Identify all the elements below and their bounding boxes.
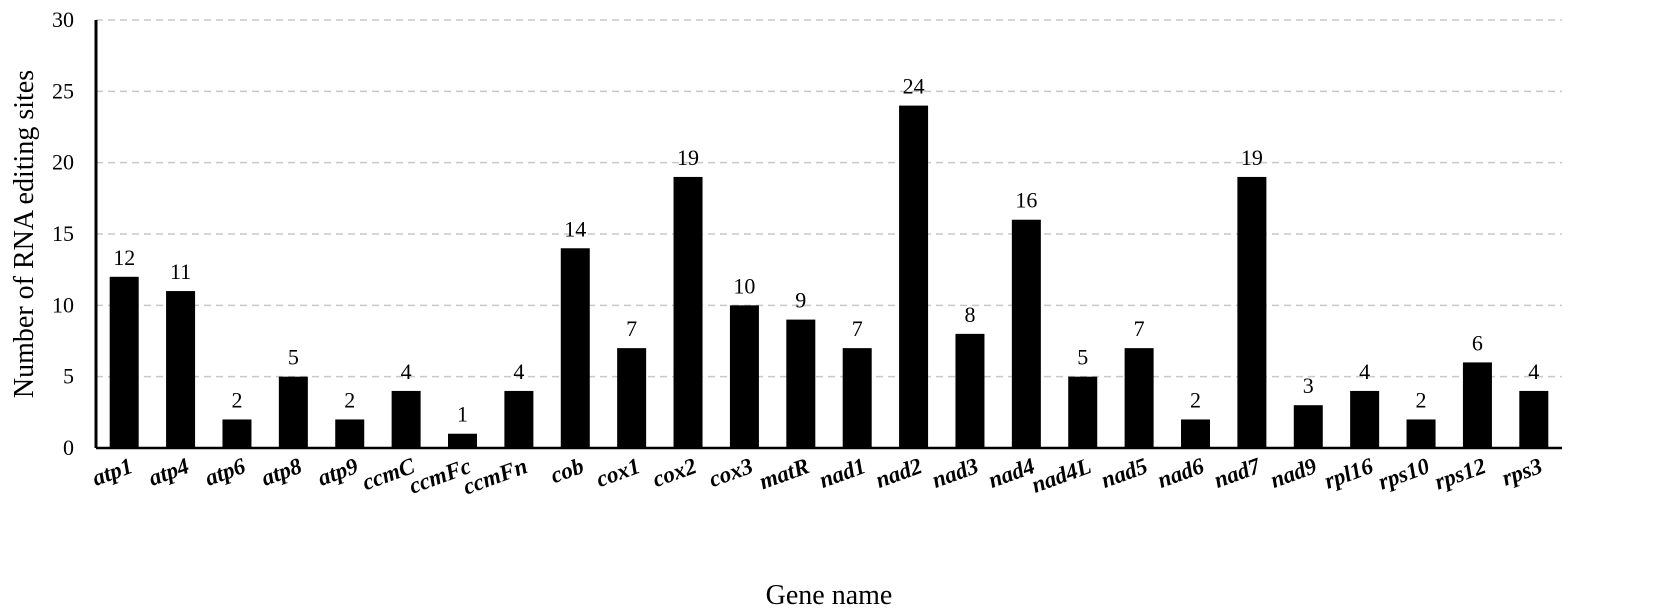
bar-atp8 [278,376,308,448]
x-tick-label-atp4: atp4 [145,453,192,490]
data-label-nad9: 3 [1303,373,1314,398]
y-tick-label: 0 [63,435,74,460]
gridlines [96,19,1562,378]
bar-rps10 [1406,419,1436,448]
data-label-nad3: 8 [964,302,975,327]
bar-nad6 [1181,419,1210,448]
x-tick-label-rps10: rps10 [1375,453,1433,495]
data-label-ccmFc: 1 [457,402,468,427]
y-tick-label: 10 [52,292,74,317]
bar-ccmFn [504,390,534,448]
bar-nad2 [899,105,929,448]
bar-cox3 [729,305,759,448]
x-tick-label-nad6: nad6 [1154,453,1207,493]
data-label-atp6: 2 [231,387,242,412]
bar-rpl16 [1350,390,1380,448]
x-tick-label-rps12: rps12 [1431,453,1489,494]
bar-cob [560,248,590,448]
bar-ccmC [391,390,421,448]
bar-nad9 [1293,405,1323,448]
x-tick-label-cob: cob [547,453,587,488]
bar-rps12 [1462,362,1492,448]
y-axis-ticks: 0 5 10 15 20 25 30 [52,7,74,460]
x-tick-label-nad2: nad2 [872,453,925,493]
x-tick-label-nad3: nad3 [929,453,982,493]
data-label-ccmFn: 4 [513,359,524,384]
x-tick-label-nad5: nad5 [1098,453,1151,493]
x-tick-label-matR: matR [756,453,813,494]
data-label-ccmC: 4 [401,359,412,384]
data-label-cox3: 10 [733,273,755,298]
bar-nad5 [1124,348,1154,448]
bar-matR [786,319,816,448]
data-label-nad7: 19 [1241,145,1263,170]
bar-atp1 [109,276,139,448]
bars [109,105,1549,448]
x-tick-label-atp8: atp8 [258,453,305,491]
x-tick-label-rpl16: rpl16 [1321,453,1377,494]
data-label-rps3: 4 [1528,359,1539,384]
y-axis-title: Number of RNA editing sites [9,70,40,398]
x-tick-label-ccmFn: ccmFn [460,453,531,499]
bar-rps3 [1519,390,1549,448]
x-tick-label-nad1: nad1 [816,453,869,493]
x-axis-title: Gene name [766,580,893,611]
data-label-matR: 9 [795,288,806,313]
data-label-rps10: 2 [1416,387,1427,412]
y-tick-label: 30 [52,7,74,32]
y-tick-label: 15 [52,221,74,246]
data-label-cox1: 7 [626,316,637,341]
data-label-nad5: 7 [1134,316,1145,341]
data-label-atp8: 5 [288,345,299,370]
data-label-cox2: 19 [677,145,699,170]
bar-nad4 [1011,219,1041,448]
y-tick-label: 20 [52,150,74,175]
x-tick-label-cox1: cox1 [593,453,644,492]
bar-nad4L [1068,376,1098,448]
y-tick-label: 5 [63,364,74,389]
data-label-cob: 14 [564,216,586,241]
bar-ccmFc [448,433,477,448]
data-label-atp4: 11 [170,259,191,284]
bar-nad1 [842,348,872,448]
bar-nad7 [1237,176,1267,448]
data-label-nad2: 24 [903,74,925,99]
x-tick-label-nad7: nad7 [1211,453,1265,493]
data-label-nad4L: 5 [1077,345,1088,370]
x-tick-label-nad9: nad9 [1267,453,1320,493]
bar-atp4 [166,291,196,448]
data-label-rpl16: 4 [1359,359,1370,384]
data-label-rps12: 6 [1472,330,1483,355]
bar-atp9 [335,419,365,448]
data-label-nad4: 16 [1015,188,1037,213]
data-label-nad6: 2 [1190,387,1201,412]
bar-nad3 [955,333,985,448]
data-label-atp9: 2 [344,387,355,412]
x-tick-label-atp9: atp9 [314,453,361,491]
x-tick-label-atp6: atp6 [202,453,249,491]
data-label-nad1: 7 [852,316,863,341]
x-tick-label-rps3: rps3 [1499,453,1546,490]
y-tick-label: 25 [52,78,74,103]
bar-cox1 [617,348,647,448]
x-tick-label-atp1: atp1 [89,453,136,490]
x-tick-label-cox3: cox3 [706,453,757,492]
data-label-atp1: 12 [113,245,135,270]
x-tick-label-nad4L: nad4L [1028,453,1094,497]
bar-atp6 [222,419,252,448]
x-tick-label-cox2: cox2 [649,453,700,492]
bar-cox2 [673,176,703,448]
